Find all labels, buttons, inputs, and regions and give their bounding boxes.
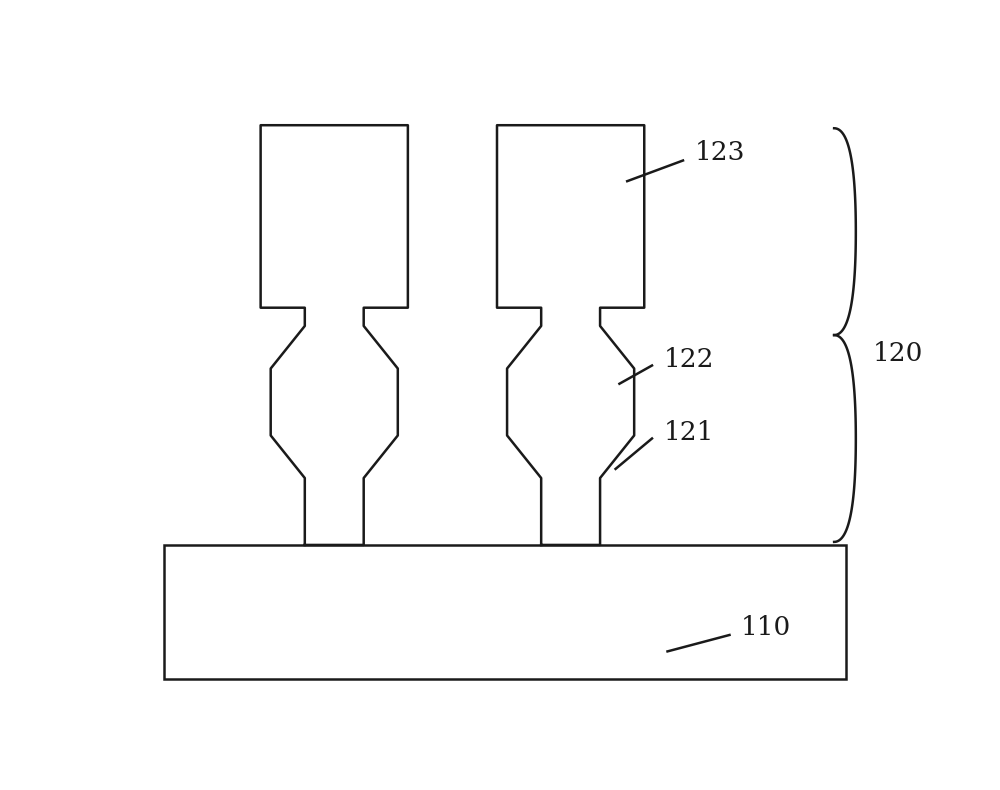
Text: 120: 120 [873, 340, 923, 366]
Bar [164, 545, 846, 679]
Text: 110: 110 [741, 615, 791, 640]
Text: 123: 123 [695, 140, 745, 165]
Text: 121: 121 [664, 420, 714, 445]
Text: 122: 122 [664, 347, 714, 372]
